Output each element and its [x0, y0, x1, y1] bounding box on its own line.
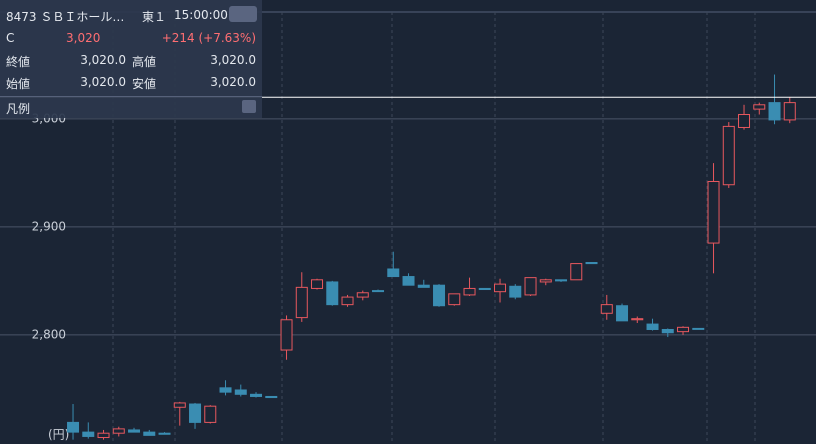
candle-body	[173, 402, 186, 408]
candle-body	[524, 277, 537, 296]
y-tick-label: 2,800	[32, 327, 66, 341]
value: 3,020.0	[210, 53, 256, 67]
candle-body	[631, 318, 644, 321]
price-tag: C	[6, 31, 15, 45]
candle-body	[539, 279, 552, 283]
candle-body	[250, 393, 263, 397]
candle-body	[677, 326, 690, 333]
candle-body	[753, 104, 766, 110]
label: 終値	[6, 55, 31, 69]
y-tick-label: 2,900	[32, 219, 66, 233]
info-panel: 8473 ＳＢＩホール… 東１ 15:00:00 C 3,020 +214 (+…	[0, 0, 262, 118]
candle-body	[234, 389, 247, 395]
change: +214 (+7.63%)	[161, 31, 256, 45]
candle-body	[692, 327, 705, 330]
candle-body	[585, 262, 598, 265]
candle-body	[494, 283, 507, 293]
market: 東１	[142, 10, 167, 24]
candle-body	[417, 284, 430, 288]
candle-body	[707, 180, 720, 244]
candle-body	[204, 405, 217, 423]
candle-body	[570, 263, 583, 281]
price: 3,020	[66, 31, 101, 45]
candle-body	[295, 286, 308, 319]
candle-body	[158, 432, 171, 435]
candle-body	[219, 387, 232, 393]
candle-body	[768, 102, 781, 121]
label: 安値	[132, 77, 157, 91]
info-toggle[interactable]	[229, 6, 257, 22]
candle-body	[646, 323, 659, 330]
candle-body	[402, 276, 415, 286]
candle-body	[600, 304, 613, 314]
candle-body	[555, 279, 568, 282]
candle-body	[387, 268, 400, 278]
candle-body	[189, 403, 202, 423]
candle-body	[738, 114, 751, 128]
candle-body	[722, 125, 735, 186]
candle-body	[356, 292, 369, 298]
candle-body	[463, 287, 476, 296]
candle-body	[478, 287, 491, 291]
candle-body	[311, 279, 324, 289]
candle-body	[82, 431, 95, 437]
symbol: 8473 ＳＢＩホール…	[6, 10, 125, 24]
candle-body	[112, 428, 125, 434]
legend-toggle[interactable]: 凡例	[6, 102, 31, 116]
candle-body	[341, 296, 354, 306]
value: 3,020.0	[80, 53, 126, 67]
candle-body	[326, 281, 339, 306]
label: 高値	[132, 55, 157, 69]
candle-body	[509, 285, 522, 298]
candle-body	[433, 284, 446, 307]
candle-body	[661, 328, 674, 334]
candle-body	[372, 290, 385, 293]
value: 3,020.0	[80, 75, 126, 89]
candle-body	[280, 319, 293, 351]
divider	[0, 96, 262, 97]
candle-body	[143, 431, 156, 436]
label: 始値	[6, 77, 31, 91]
candle-body	[783, 102, 796, 121]
candle-body	[128, 429, 141, 433]
time: 15:00:00	[174, 8, 228, 22]
value: 3,020.0	[210, 75, 256, 89]
candle-body	[616, 305, 629, 322]
candle-body	[67, 421, 80, 433]
candle-body	[448, 293, 461, 306]
candle-body	[265, 395, 278, 399]
candle-body	[97, 432, 110, 439]
y-unit-label: (円)	[48, 428, 69, 442]
legend-dropdown[interactable]	[242, 100, 256, 113]
